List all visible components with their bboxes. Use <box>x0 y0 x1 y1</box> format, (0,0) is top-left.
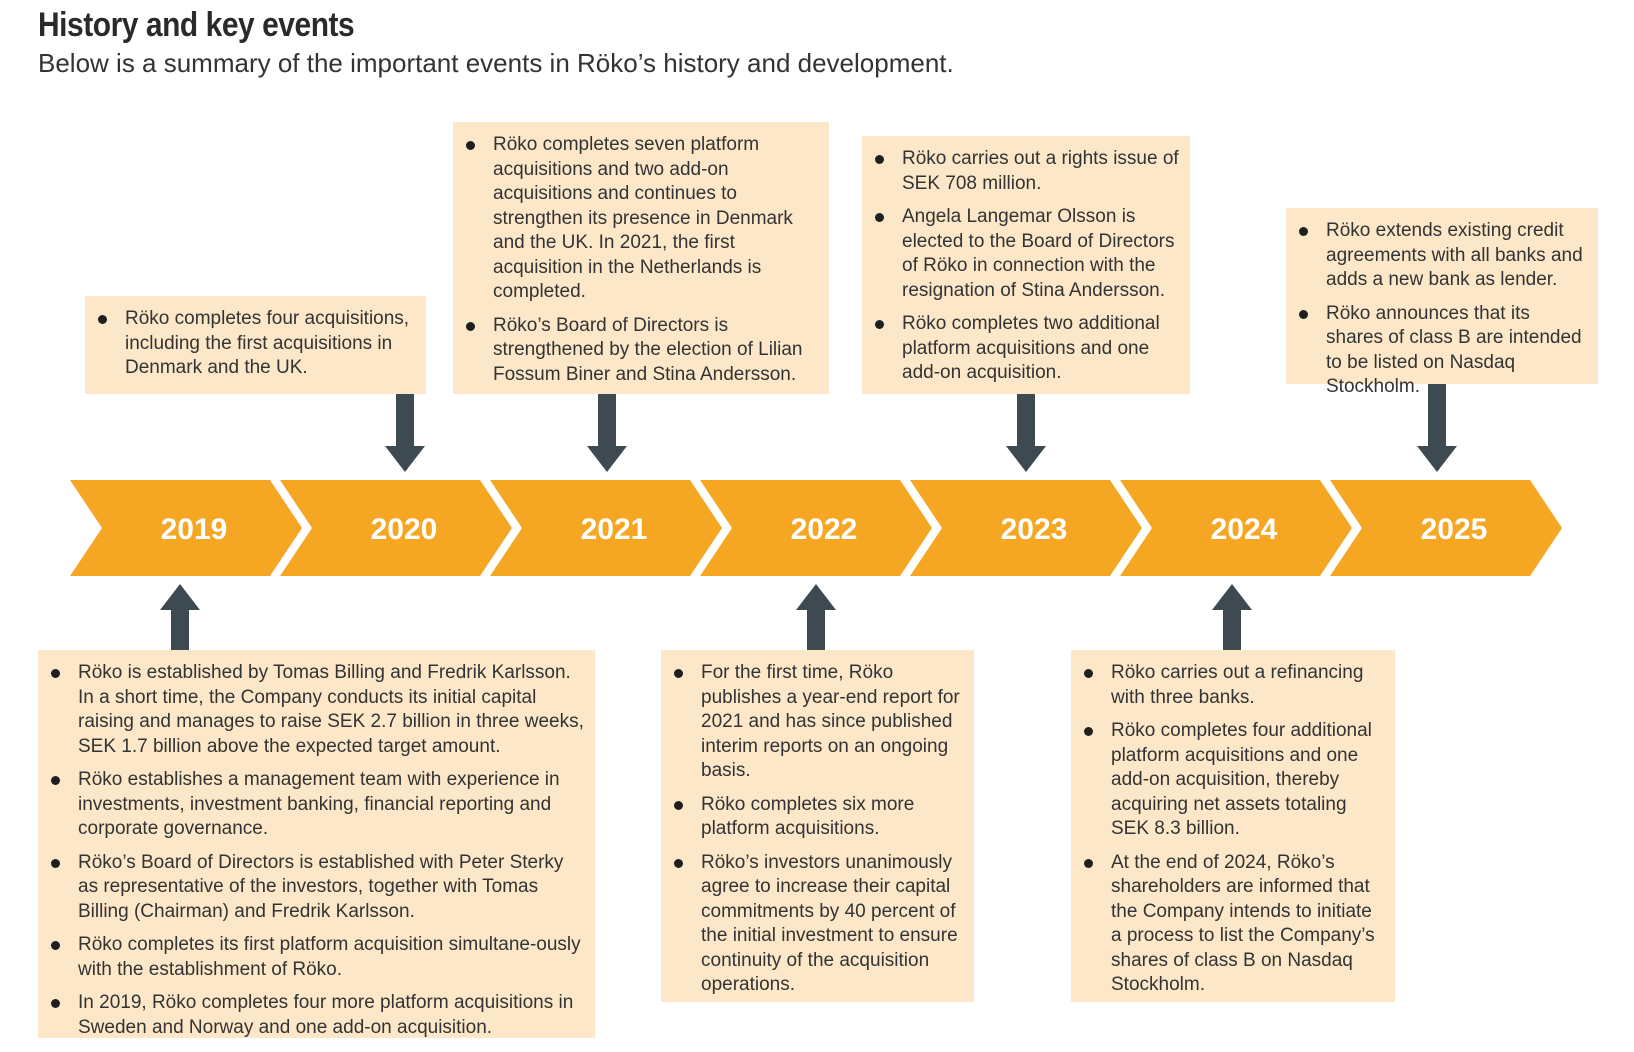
bullet-icon <box>51 669 60 678</box>
event-text: Röko completes four additional platform … <box>1111 720 1372 839</box>
event-item: Röko completes its first platform acquis… <box>38 933 585 982</box>
event-box-2020: Röko completes four acquisitions, includ… <box>85 296 426 394</box>
bullet-icon <box>51 858 60 868</box>
bullet-icon <box>1299 227 1308 236</box>
chevron-2023 <box>910 480 1142 576</box>
event-list-2022: For the first time, Röko publishes a yea… <box>661 661 964 998</box>
chevron-2019 <box>70 480 302 576</box>
bullet-icon <box>875 213 884 222</box>
arrow-down-2020 <box>385 394 425 472</box>
event-text: Röko announces that its shares of class … <box>1326 302 1582 398</box>
event-item: In 2019, Röko completes four more platfo… <box>38 991 585 1040</box>
event-item: Röko’s investors unanimously agree to in… <box>661 851 964 998</box>
bullet-icon <box>875 155 884 164</box>
bullet-icon <box>674 800 683 810</box>
event-list-2023: Röko carries out a rights issue of SEK 7… <box>862 147 1180 386</box>
event-item: Röko extends existing credit agreements … <box>1286 219 1588 293</box>
bullet-icon <box>51 776 60 785</box>
bullet-icon <box>1299 309 1308 319</box>
bullet-icon <box>674 669 683 678</box>
event-item: Angela Langemar Olsson is elected to the… <box>862 205 1180 303</box>
event-item: Röko completes four additional platform … <box>1071 719 1385 842</box>
event-box-2025: Röko extends existing credit agreements … <box>1286 208 1598 397</box>
arrow-up-2019 <box>160 584 200 650</box>
arrow-up-2024 <box>1212 584 1252 650</box>
arrow-up-2022 <box>796 584 836 650</box>
event-list-2021: Röko completes seven platform acquisitio… <box>453 133 819 387</box>
event-text: Röko establishes a management team with … <box>78 769 560 839</box>
event-text: Röko completes four acquisitions, includ… <box>125 308 410 378</box>
bullet-icon <box>1084 727 1093 736</box>
event-box-2023: Röko carries out a rights issue of SEK 7… <box>862 136 1190 394</box>
event-text: Röko completes seven platform acquisitio… <box>493 134 793 302</box>
event-box-2024: Röko carries out a refinancing with thre… <box>1071 650 1395 1002</box>
chevron-2021 <box>490 480 722 576</box>
page-title: History and key events <box>38 6 355 44</box>
event-item: Röko carries out a refinancing with thre… <box>1071 661 1385 710</box>
arrow-down-2023 <box>1006 394 1046 472</box>
event-text: Röko completes two additional platform a… <box>902 313 1160 383</box>
event-item: For the first time, Röko publishes a yea… <box>661 661 964 784</box>
event-list-2025: Röko extends existing credit agreements … <box>1286 219 1588 400</box>
page-subtitle: Below is a summary of the important even… <box>38 48 954 78</box>
bullet-icon <box>51 999 60 1008</box>
chevron-2025 <box>1330 480 1562 576</box>
event-item: Röko carries out a rights issue of SEK 7… <box>862 147 1180 196</box>
bullet-icon <box>674 858 683 868</box>
event-text: In 2019, Röko completes four more platfo… <box>78 992 574 1038</box>
event-text: Röko extends existing credit agreements … <box>1326 220 1583 290</box>
bullet-icon <box>1084 669 1093 678</box>
event-item: Röko completes six more platform acquisi… <box>661 793 964 842</box>
event-text: Röko’s investors unanimously agree to in… <box>701 851 958 996</box>
event-list-2020: Röko completes four acquisitions, includ… <box>85 307 416 381</box>
event-text: Röko’s Board of Directors is strengthene… <box>493 314 803 385</box>
event-text: For the first time, Röko publishes a yea… <box>701 662 960 781</box>
arrow-down-2021 <box>587 394 627 472</box>
chevron-2020 <box>280 480 512 576</box>
event-item: Röko completes two additional platform a… <box>862 312 1180 386</box>
bullet-icon <box>1084 858 1093 868</box>
event-item: Röko completes four acquisitions, includ… <box>85 307 416 381</box>
event-item: Röko announces that its shares of class … <box>1286 302 1588 400</box>
event-item: At the end of 2024, Röko’s shareholders … <box>1071 851 1385 998</box>
event-text: Röko completes its first platform acquis… <box>78 934 581 980</box>
chevron-2024 <box>1120 480 1352 576</box>
event-box-2022: For the first time, Röko publishes a yea… <box>661 650 974 1002</box>
event-text: Röko’s Board of Directors is established… <box>78 851 564 922</box>
event-text: Röko is established by Tomas Billing and… <box>78 662 584 757</box>
event-box-2019: Röko is established by Tomas Billing and… <box>38 650 595 1038</box>
bullet-icon <box>875 320 884 329</box>
event-list-2019: Röko is established by Tomas Billing and… <box>38 661 585 1040</box>
event-item: Röko’s Board of Directors is strengthene… <box>453 314 819 388</box>
chevron-2022 <box>700 480 932 576</box>
event-box-2021: Röko completes seven platform acquisitio… <box>453 122 829 394</box>
event-text: Röko carries out a refinancing with thre… <box>1111 662 1364 708</box>
bullet-icon <box>466 141 475 150</box>
event-item: Röko’s Board of Directors is established… <box>38 851 585 925</box>
event-text: Angela Langemar Olsson is elected to the… <box>902 206 1175 301</box>
event-text: Röko completes six more platform acquisi… <box>701 793 915 840</box>
bullet-icon <box>466 321 475 331</box>
event-list-2024: Röko carries out a refinancing with thre… <box>1071 661 1385 998</box>
event-text: Röko carries out a rights issue of SEK 7… <box>902 148 1179 194</box>
bullet-icon <box>51 941 60 950</box>
event-item: Röko is established by Tomas Billing and… <box>38 661 585 759</box>
event-text: At the end of 2024, Röko’s shareholders … <box>1111 851 1375 996</box>
bullet-icon <box>98 315 107 324</box>
event-item: Röko establishes a management team with … <box>38 768 585 842</box>
arrow-down-2025 <box>1417 384 1457 472</box>
event-item: Röko completes seven platform acquisitio… <box>453 133 819 305</box>
